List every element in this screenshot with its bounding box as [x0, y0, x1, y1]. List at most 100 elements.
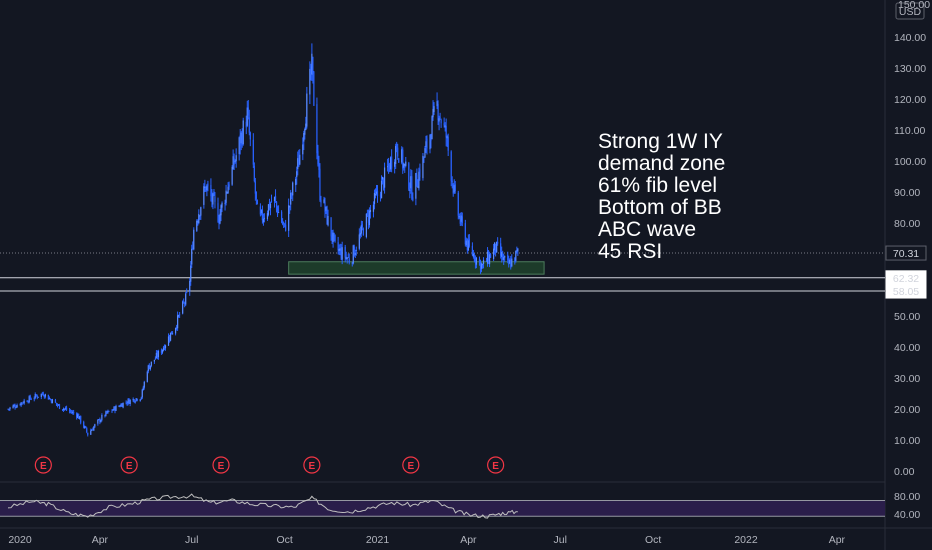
candle-body — [50, 399, 53, 403]
candle-body — [381, 176, 384, 180]
candle-body — [256, 200, 258, 205]
candle-body — [105, 411, 107, 416]
candle-body — [299, 154, 301, 165]
candle-body — [486, 251, 489, 264]
candle-body — [459, 216, 461, 224]
candle-body — [206, 185, 208, 191]
candle-body — [139, 399, 141, 401]
candle-body — [511, 258, 513, 267]
rsi-tick-label: 40.00 — [894, 509, 920, 521]
candle-body — [267, 204, 270, 215]
x-tick-label: Jul — [554, 534, 567, 546]
candle-body — [100, 420, 102, 423]
candle-body — [348, 258, 350, 263]
candle-body — [514, 257, 516, 262]
candle-body — [473, 255, 476, 262]
candle-body — [198, 214, 200, 224]
candle-body — [136, 398, 138, 401]
candle-body — [104, 414, 106, 416]
candle-body — [351, 262, 353, 264]
y-tick-label: 90.00 — [894, 187, 920, 199]
candle-body — [495, 244, 497, 252]
candle-body — [186, 291, 188, 293]
candle-body — [23, 400, 25, 404]
candle-body — [35, 394, 37, 396]
candle-body — [111, 410, 113, 412]
candle-body — [115, 405, 117, 411]
candle-body — [395, 146, 397, 164]
x-tick-label: Oct — [645, 534, 661, 546]
candle-body — [461, 216, 463, 223]
candle-body — [304, 128, 306, 135]
candle-body — [432, 108, 434, 118]
candle-body — [7, 408, 9, 410]
candle-body — [113, 406, 115, 411]
candle-body — [79, 416, 81, 419]
rsi-band — [0, 500, 885, 517]
candle-body — [239, 134, 241, 146]
candle-body — [212, 193, 214, 205]
candle-body — [391, 156, 393, 169]
candle-body — [71, 412, 73, 413]
candle-body — [36, 396, 38, 398]
rsi-layer — [0, 493, 885, 519]
candle-body — [48, 398, 50, 400]
candle-body — [168, 337, 171, 340]
candle-body — [126, 403, 128, 405]
candle-body — [174, 327, 177, 334]
candle-body — [453, 185, 455, 193]
candle-body — [403, 163, 405, 168]
candle-body — [316, 104, 318, 154]
candle-body — [51, 399, 54, 404]
candle-body — [114, 406, 116, 412]
candle-body — [380, 180, 383, 199]
candle-body — [288, 205, 290, 231]
candle-body — [397, 147, 399, 157]
candle-body — [200, 207, 202, 216]
candle-body — [302, 144, 304, 155]
candle-body — [240, 132, 242, 144]
candle-body — [118, 406, 120, 407]
candle-body — [261, 209, 264, 221]
time-axis: 2020 Apr Jul Oct 2021 Apr Jul Oct 2022 Apr — [8, 534, 845, 546]
candle-body — [254, 181, 256, 194]
earnings-label-2: E — [126, 461, 133, 472]
candle-body — [12, 405, 14, 409]
candle-body — [16, 405, 18, 408]
candle-body — [365, 213, 367, 238]
earnings-label-3: E — [218, 461, 225, 472]
candle-body — [471, 245, 474, 256]
candle-body — [326, 206, 328, 225]
candle-body — [20, 402, 22, 406]
candle-body — [431, 116, 433, 140]
candle-body — [324, 201, 326, 213]
annotation-line-6: 45 RSI — [598, 240, 662, 263]
candle-body — [494, 242, 496, 251]
candle-body — [465, 240, 467, 246]
candle-body — [112, 409, 114, 411]
candle-body — [259, 206, 261, 215]
candle-body — [467, 240, 469, 251]
earnings-label-4: E — [309, 461, 316, 472]
candle-body — [340, 248, 342, 259]
candle-body — [13, 405, 15, 407]
y-tick-label: 140.00 — [894, 32, 926, 44]
candle-body — [282, 221, 284, 224]
candle-body — [337, 242, 339, 251]
candle-body — [92, 429, 94, 431]
candle-body — [76, 413, 78, 418]
x-tick-label: Apr — [92, 534, 109, 546]
candle-body — [458, 216, 460, 218]
candle-body — [297, 158, 299, 170]
currency-badge[interactable]: USD — [895, 2, 925, 20]
candle-body — [352, 245, 354, 264]
candle-body — [266, 213, 269, 220]
candle-body — [273, 196, 276, 202]
candle-body — [164, 345, 167, 349]
earnings-marker-3 — [212, 456, 230, 474]
candle-body — [276, 206, 279, 215]
x-tick-label: Apr — [829, 534, 846, 546]
earnings-label-1: E — [40, 461, 47, 472]
candle-body — [120, 404, 122, 407]
